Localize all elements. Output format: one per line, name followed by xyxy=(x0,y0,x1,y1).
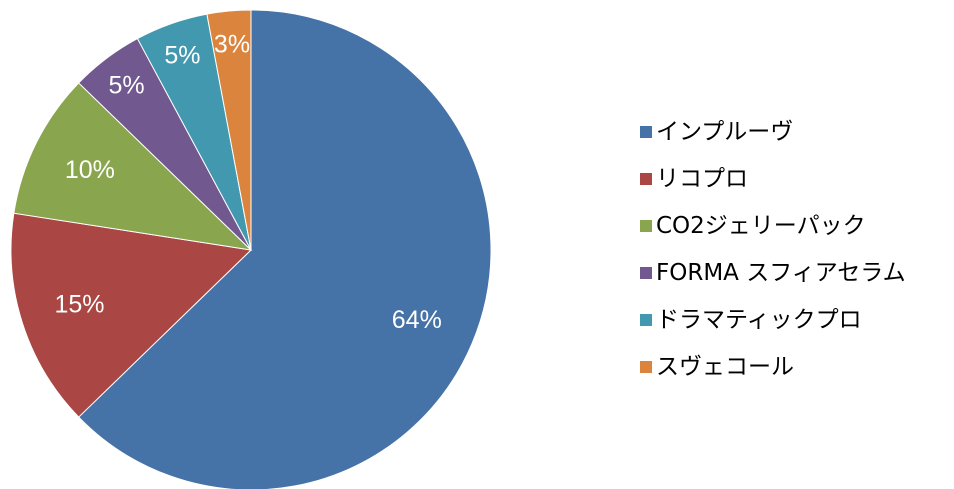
legend-label-4: FORMA スフィアセラム xyxy=(656,260,906,286)
legend-label-1: インプルーヴ xyxy=(656,119,793,145)
data-label-5: 5% xyxy=(164,41,200,69)
legend-swatch-4 xyxy=(640,267,652,279)
legend-swatch-2 xyxy=(640,173,652,185)
pie-slice-2 xyxy=(10,212,253,418)
legend-item-3: CO2ジェリーパック xyxy=(640,213,866,239)
pie-slice-1 xyxy=(77,9,492,489)
legend-label-3: CO2ジェリーパック xyxy=(656,213,866,239)
legend-item-6: スヴェコール xyxy=(640,354,794,380)
pie-slice-6 xyxy=(206,9,252,251)
data-label-1: 64% xyxy=(392,306,442,334)
legend-swatch-3 xyxy=(640,220,652,232)
legend-item-4: FORMA スフィアセラム xyxy=(640,260,906,286)
legend-label-5: ドラマティックプロ xyxy=(656,307,862,333)
legend-label-6: スヴェコール xyxy=(656,354,794,380)
data-label-3: 10% xyxy=(65,156,115,184)
legend-swatch-6 xyxy=(640,361,652,373)
pie-slice-labels: 64% 15% 10% 5% 5% 3% xyxy=(54,31,441,335)
data-label-2: 15% xyxy=(54,291,104,319)
data-label-4: 5% xyxy=(109,71,145,99)
legend-swatch-5 xyxy=(640,314,652,326)
pie-slices xyxy=(10,9,492,489)
legend-item-2: リコプロ xyxy=(640,166,748,192)
legend-swatch-1 xyxy=(640,126,652,138)
data-label-6: 3% xyxy=(214,31,250,59)
legend-label-2: リコプロ xyxy=(656,166,748,192)
legend-item-1: インプルーヴ xyxy=(640,119,793,145)
legend-item-5: ドラマティックプロ xyxy=(640,307,862,333)
pie-slice-3 xyxy=(13,82,253,251)
